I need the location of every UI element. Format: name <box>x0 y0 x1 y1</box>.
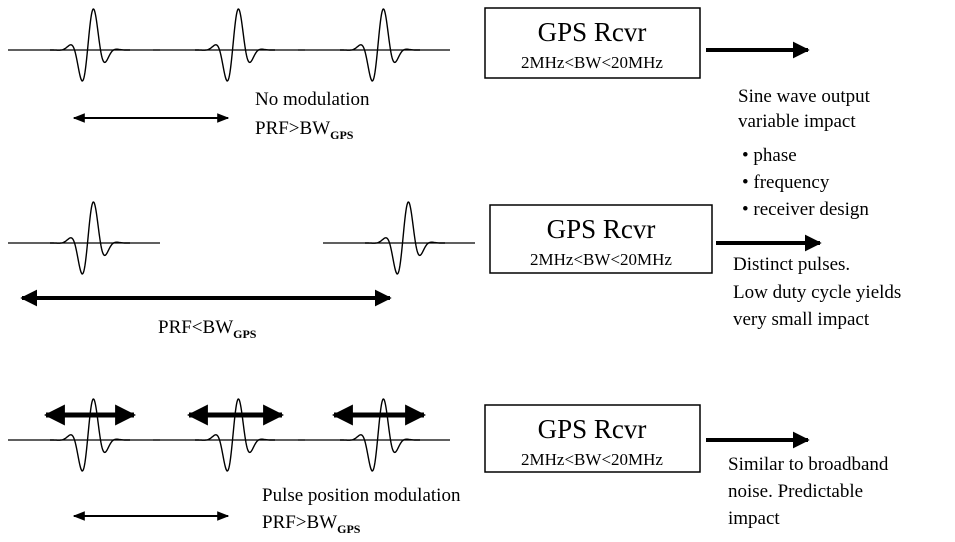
row-label: Pulse position modulation <box>262 485 461 506</box>
output-text: Sine wave output <box>738 86 871 107</box>
pulse <box>195 398 275 472</box>
receiver-title: GPS Rcvr <box>538 17 647 47</box>
pulse <box>50 398 130 472</box>
receiver-bandwidth: 2MHz<BW<20MHz <box>521 450 663 469</box>
receiver-title: GPS Rcvr <box>547 214 656 244</box>
pulse <box>340 8 420 82</box>
pulse <box>50 8 130 82</box>
output-text: Low duty cycle yields <box>733 282 901 303</box>
output-text: • frequency <box>742 172 830 193</box>
prf-label: PRF>BWGPS <box>255 118 354 142</box>
prf-label: PRF>BWGPS <box>262 512 361 536</box>
receiver-bandwidth: 2MHz<BW<20MHz <box>521 53 663 72</box>
prf-label: PRF<BWGPS <box>158 317 257 341</box>
receiver-box <box>484 404 701 473</box>
output-text: • phase <box>742 145 797 166</box>
output-text: Similar to broadband <box>728 454 889 475</box>
output-text: noise. Predictable <box>728 481 863 502</box>
output-text: very small impact <box>733 309 870 330</box>
pulse <box>365 201 445 275</box>
output-text: Distinct pulses. <box>733 254 850 275</box>
pulse <box>50 201 130 275</box>
pulse <box>340 398 420 472</box>
pulses <box>8 8 475 472</box>
receiver-box <box>489 204 713 274</box>
receiver-box <box>484 7 701 79</box>
pulse <box>195 8 275 82</box>
output-text: • receiver design <box>742 199 869 220</box>
receiver-bandwidth: 2MHz<BW<20MHz <box>530 250 672 269</box>
receiver-title: GPS Rcvr <box>538 414 647 444</box>
row-label: No modulation <box>255 89 370 110</box>
output-text: variable impact <box>738 111 856 132</box>
output-text: impact <box>728 508 780 529</box>
